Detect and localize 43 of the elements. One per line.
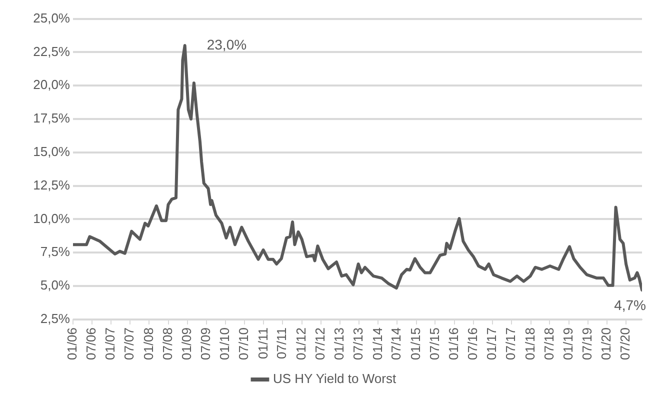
y-tick-label: 2,5% [40,311,70,326]
annotation: 23,0% [206,36,247,52]
x-tick-label: 07/18 [541,327,556,360]
y-tick-label: 10,0% [33,210,70,226]
x-tick-label: 01/18 [522,327,538,360]
x-tick-label: 07/10 [236,327,252,360]
y-tick-label: 22,5% [33,44,70,59]
x-tick-label: 01/16 [446,327,461,360]
x-tick-label: 01/14 [370,327,385,360]
y-tick-label: 25,0% [33,10,70,26]
y-tick-label: 20,0% [33,77,70,92]
y-tick-label: 15,0% [33,144,70,160]
x-tick-label: 01/11 [255,327,270,360]
y-tick-label: 7,5% [40,244,70,260]
x-tick-label: 01/07 [102,327,118,360]
x-tick-label: 07/15 [426,327,442,360]
x-tick-label: 07/07 [122,327,137,360]
x-tick-label: 07/11 [274,327,290,360]
x-tick-label: 01/13 [332,327,347,360]
x-tick-label: 07/17 [503,327,518,360]
x-tick-label: 07/16 [465,327,480,360]
x-tick-label: 01/12 [293,327,308,360]
annotation: 4,7% [614,296,646,313]
x-tick-label: 07/12 [312,327,328,360]
x-tick-label: 01/09 [179,327,194,360]
legend-label: US HY Yield to Worst [272,371,396,386]
y-tick-label: 12,5% [33,177,70,192]
x-tick-label: 07/19 [579,327,594,360]
x-tick-label: 07/06 [83,327,98,360]
x-tick-label: 01/19 [560,327,576,360]
x-tick-label: 07/13 [350,327,366,360]
x-tick-label: 01/08 [140,327,156,360]
x-tick-label: 07/14 [388,327,404,360]
x-tick-label: 01/15 [408,327,423,360]
x-tick-label: 01/20 [598,327,614,360]
x-tick-label: 07/20 [618,327,633,360]
x-tick-label: 01/17 [484,327,500,360]
y-tick-label: 5,0% [40,278,70,293]
y-tick-label: 17,5% [33,110,70,126]
x-tick-label: 07/08 [160,327,175,360]
x-tick-label: 01/10 [217,327,232,360]
x-tick-label: 07/09 [198,327,213,360]
x-tick-label: 01/06 [64,327,80,360]
